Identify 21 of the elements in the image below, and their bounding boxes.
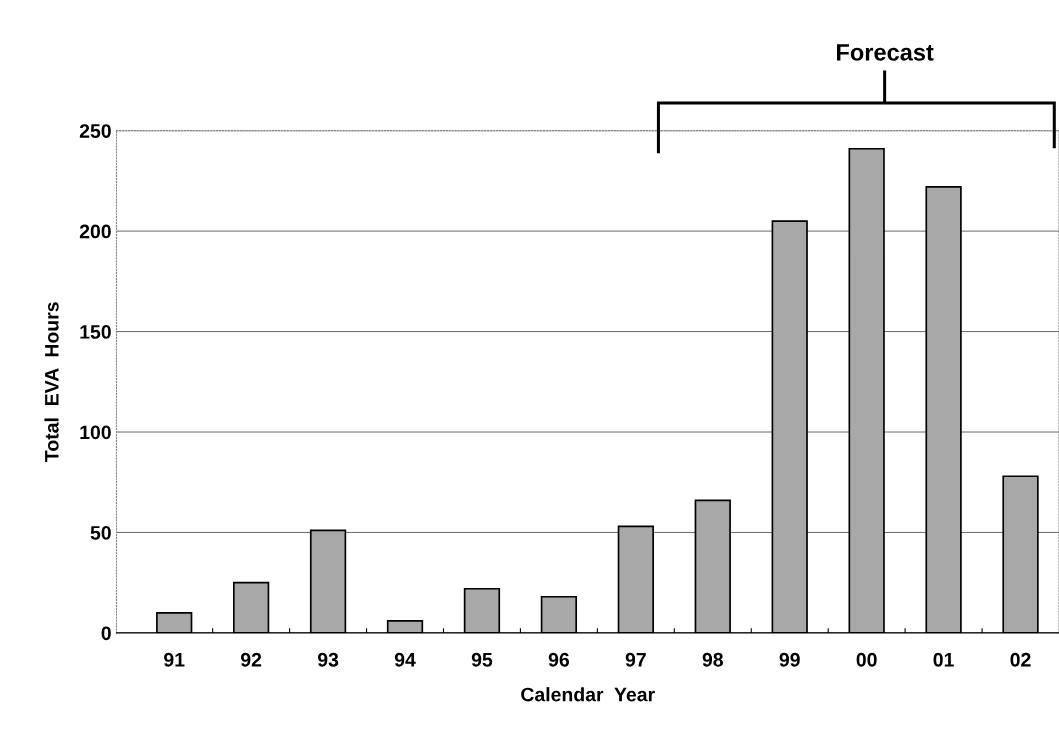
- x-tick-label: 94: [394, 652, 416, 667]
- y-tick-label: 0: [101, 626, 111, 641]
- x-tick-label: 00: [856, 652, 877, 667]
- y-tick-label: 150: [80, 325, 111, 339]
- x-tick-label: 97: [625, 652, 646, 667]
- x-tick-label: 95: [471, 652, 493, 667]
- x-tick-label: 98: [702, 652, 723, 667]
- x-axis-title: Calendar Year: [521, 687, 655, 702]
- y-axis-title: Total EVA Hours: [44, 302, 59, 462]
- y-tick-label: 50: [90, 525, 111, 540]
- x-tick-label: 96: [548, 652, 569, 667]
- x-tick-label: 93: [317, 652, 339, 667]
- x-tick-label: 01: [933, 652, 954, 667]
- y-tick-label: 250: [79, 124, 111, 138]
- y-tick-label: 200: [79, 224, 111, 239]
- x-tick-label: 92: [241, 652, 262, 667]
- x-tick-label: 91: [164, 652, 185, 667]
- text: Forecast: [837, 44, 934, 61]
- x-tick-label: 99: [779, 652, 800, 667]
- y-tick-label: 100: [80, 425, 111, 440]
- x-tick-label: 02: [1010, 652, 1031, 667]
